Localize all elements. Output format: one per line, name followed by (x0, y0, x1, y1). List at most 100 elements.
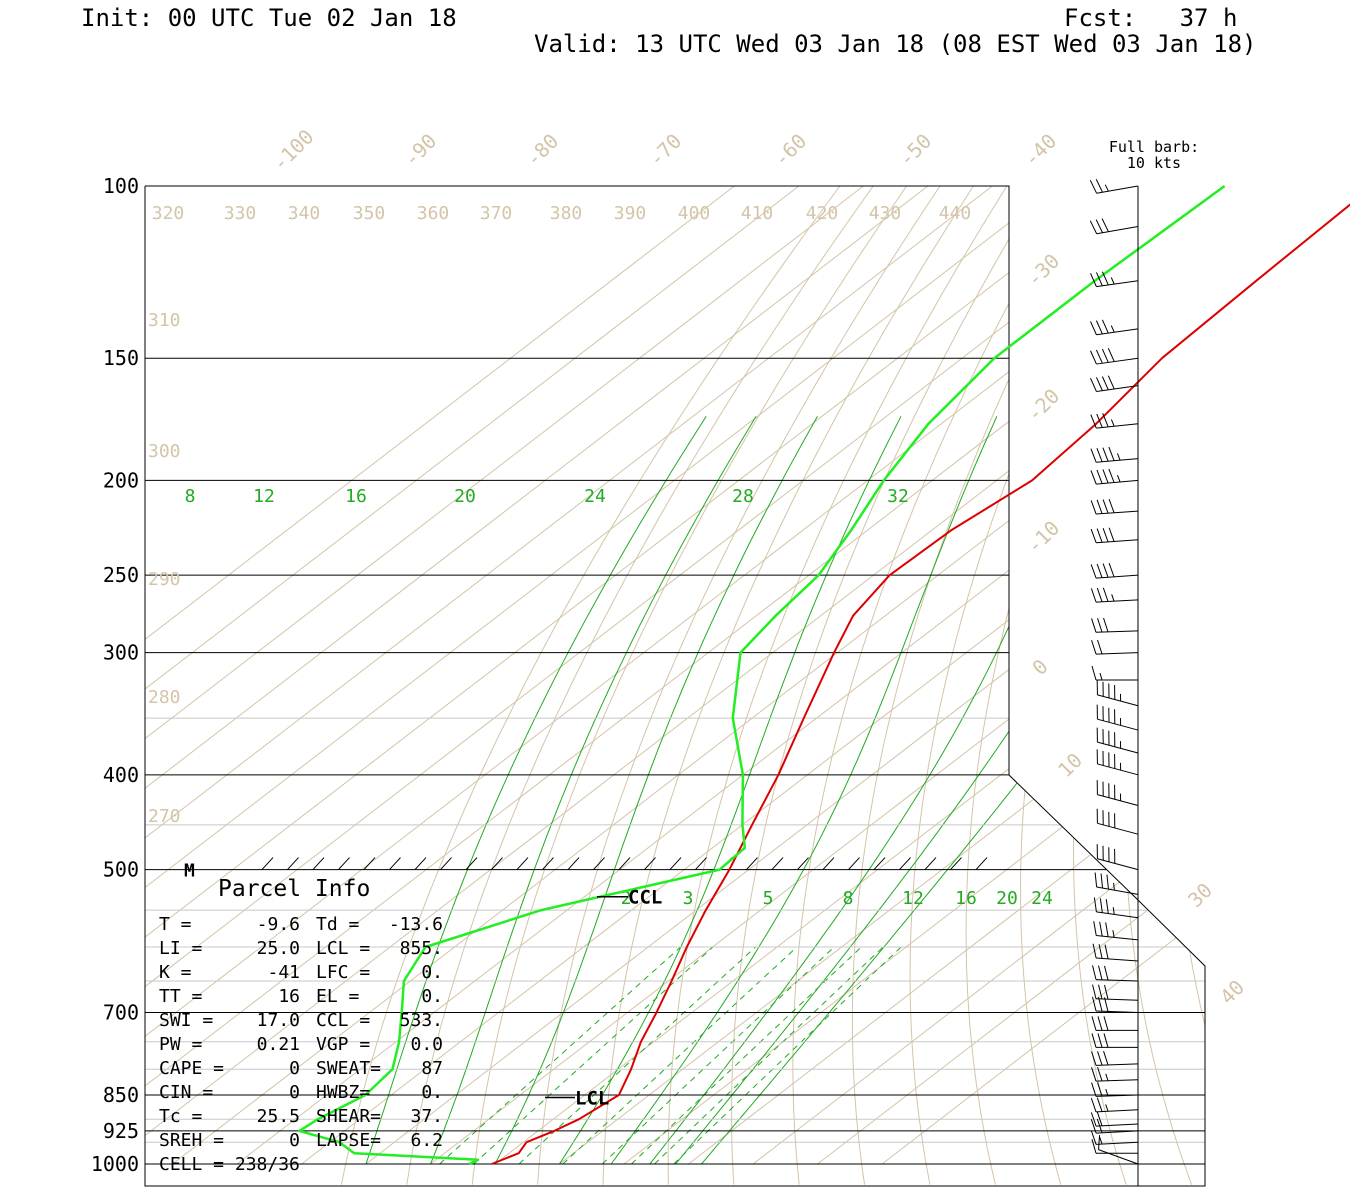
wind-barb-feather (1103, 1016, 1109, 1031)
skewt-background-lines (145, 186, 1350, 1185)
dry-adiabat (909, 186, 1141, 1185)
wind-barb (1096, 704, 1139, 731)
parcel-info-label: SHEAR= (316, 1106, 381, 1127)
wind-barb-half-feather (1112, 907, 1115, 915)
wind-barb-staff (1096, 280, 1139, 288)
dry-adiabat (1319, 186, 1350, 1185)
temperature-label: -70 (644, 129, 687, 172)
mixing-ratio-line (601, 946, 835, 1165)
sounding-traces: CCL LCL (298, 184, 1350, 1166)
mixing-ratio-label: 16 (955, 888, 977, 909)
theta-label: 310 (148, 310, 181, 331)
temperature-label: 30 (1183, 878, 1217, 912)
freezing-hatch (848, 857, 860, 870)
wind-barb-staff (1096, 886, 1139, 895)
wind-barb-feather (1090, 500, 1097, 515)
wind-barb-feather (1092, 984, 1097, 999)
mixing-ratio-label: 24 (584, 486, 606, 507)
mixing-ratio-label: 20 (454, 486, 476, 507)
wind-barb-staff (1096, 1123, 1139, 1127)
theta-label: 270 (148, 806, 181, 827)
wind-barb-feather (1090, 321, 1097, 335)
wind-barb-feather (1098, 1135, 1101, 1150)
wind-barb-feather (1102, 587, 1109, 602)
isotherm-line (301, 186, 1205, 1165)
dry-adiabat (1020, 186, 1205, 1185)
parcel-info-value: 0 (289, 1082, 300, 1103)
freezing-hatch (924, 857, 937, 870)
level-marker-label: CCL (628, 887, 662, 909)
wind-barb-feather (1095, 272, 1103, 286)
wind-barb-staff (1096, 630, 1139, 633)
parcel-info-label: VGP = (316, 1034, 370, 1055)
theta-label: 390 (614, 203, 647, 224)
wind-barb-half-feather (1110, 419, 1115, 427)
wind-barb-staff (1096, 911, 1139, 919)
wind-barb (1091, 639, 1139, 655)
parcel-info-label: LFC = (316, 962, 370, 983)
parcel-info-value: 87 (421, 1058, 443, 1079)
mixing-ratio-line (673, 946, 902, 1165)
pressure-tick-label: 925 (103, 1119, 139, 1143)
wind-barb (1090, 498, 1139, 515)
freezing-hatch (950, 857, 962, 870)
freezing-hatch (338, 857, 350, 870)
isotherm-line (430, 186, 1205, 1165)
wind-barb-staff (1097, 694, 1139, 707)
isotherm-line (817, 186, 1205, 1165)
dry-adiabat (471, 186, 908, 1185)
wind-barb-staff (1096, 328, 1139, 336)
wind-barb-half-feather (1110, 325, 1115, 333)
parcel-info-label: CAPE = (159, 1058, 224, 1079)
freezing-hatch (593, 857, 605, 870)
mixing-ratio-label: 8 (843, 888, 854, 909)
parcel-info-label: CCL = (316, 1010, 370, 1031)
temperature-label: -10 (1022, 516, 1065, 559)
wind-barb-staff (1096, 185, 1139, 194)
diagram-frame (144, 185, 1206, 1187)
wind-barb-staff (1098, 1149, 1139, 1165)
parcel-info-panel: Parcel Info T = -9.6 Td = -13.6 LI = 25.0 LCL … (159, 876, 443, 1175)
wind-barb-half-feather (1105, 1088, 1109, 1097)
parcel-info-value: 0 (289, 1130, 300, 1151)
wind-barb-staff (1096, 458, 1139, 463)
theta-label: 370 (480, 203, 513, 224)
wind-barb-staff (1097, 794, 1139, 807)
pressure-tick-label: 100 (103, 174, 139, 198)
wind-barb-feather (1108, 468, 1115, 483)
wind-barb-feather (1090, 1130, 1097, 1145)
wind-barb (1096, 727, 1139, 754)
freezing-hatch (975, 857, 988, 870)
wind-barb-feather (1096, 447, 1103, 462)
wind-barb-feather (1092, 996, 1097, 1012)
wind-barb (1093, 921, 1139, 941)
wind-barb-feather (1090, 564, 1097, 579)
wind-barb-staff (1096, 652, 1139, 655)
wind-barb-feather (1108, 498, 1115, 513)
wind-barb-staff (1097, 858, 1139, 871)
wind-barb-feather (1102, 469, 1109, 484)
parcel-info-label: TT = (159, 986, 203, 1007)
theta-label: 380 (550, 203, 583, 224)
isotherm-line (145, 186, 929, 1165)
level-marker-label: LCL (575, 1087, 609, 1109)
wind-barb-feather (1104, 944, 1109, 959)
temperature-label: -100 (268, 125, 319, 176)
parcel-info-value: 17.0 (257, 1010, 300, 1031)
wind-barb (1096, 780, 1139, 807)
parcel-info-rows: T = -9.6 Td = -13.6 LI = 25.0 LCL = 855. K = -41 L… (159, 914, 443, 1175)
wind-barb-feather (1096, 469, 1103, 484)
wind-barb-feather (1092, 965, 1097, 980)
wind-barb-staff (1097, 741, 1139, 754)
wind-barb-staff (1096, 1109, 1139, 1113)
wind-barb (1091, 1139, 1138, 1154)
mixing-ratio-label: 16 (345, 486, 367, 507)
wind-barb-feather (1095, 377, 1103, 391)
parcel-info-value: 37. (410, 1106, 443, 1127)
theta-label: 440 (939, 203, 972, 224)
parcel-info-label: LI = (159, 938, 203, 959)
wind-barb-feather (1102, 447, 1109, 462)
moist-adiabat (649, 416, 1098, 1165)
parcel-info-value: 0.0 (410, 1034, 443, 1055)
wind-barb-feather (1090, 448, 1097, 463)
